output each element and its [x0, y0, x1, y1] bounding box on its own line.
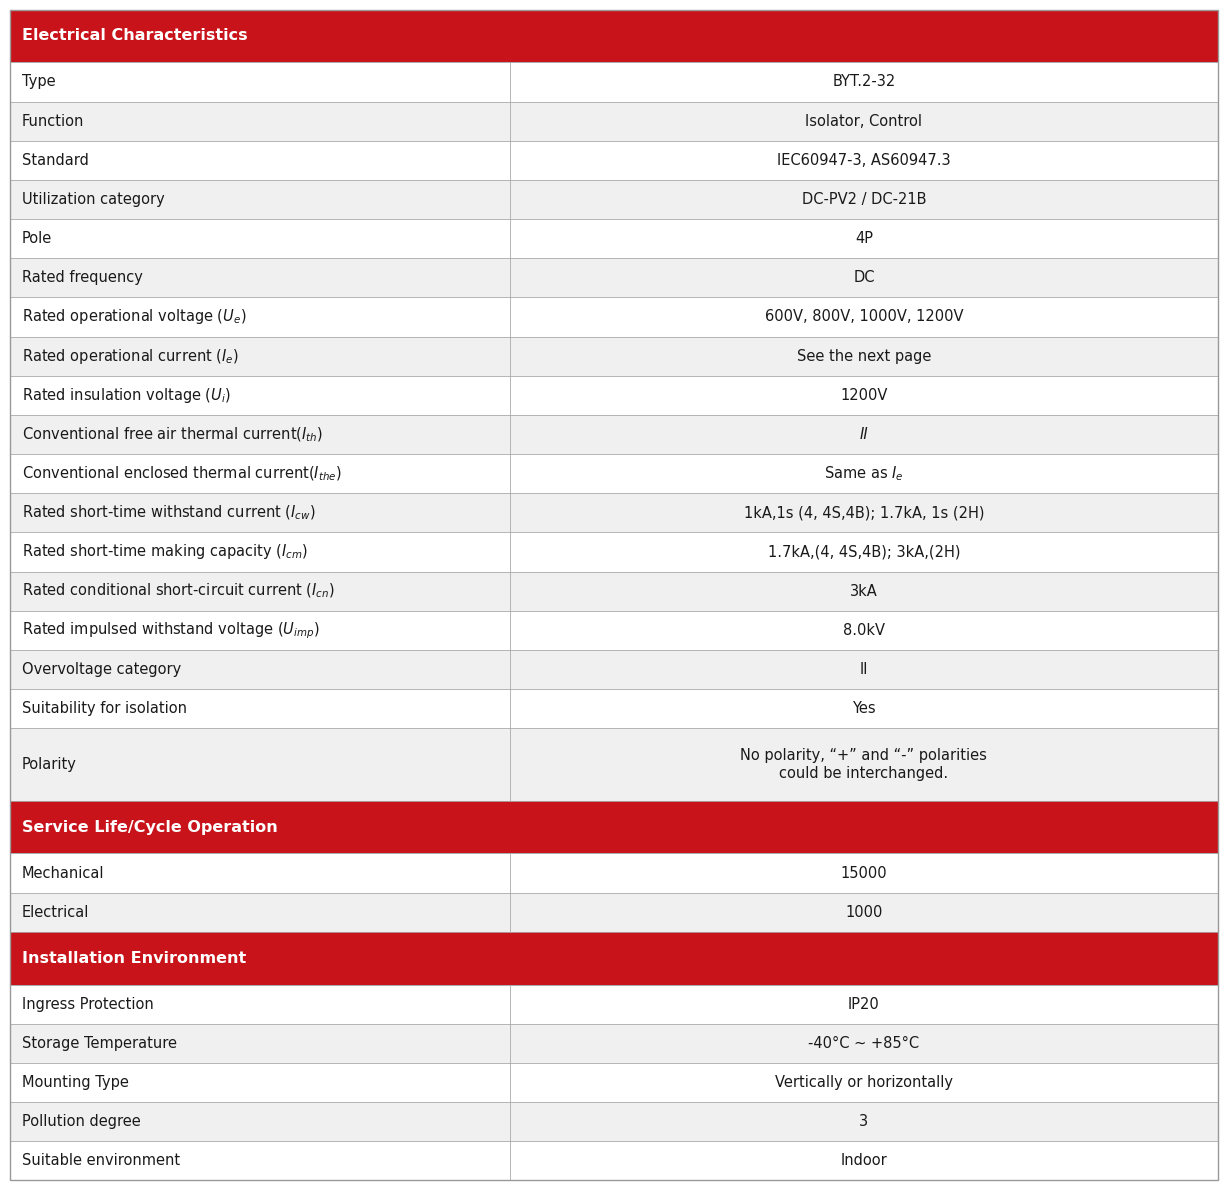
Bar	[10, 984, 1218, 1023]
Bar	[10, 1063, 1218, 1102]
Text: Indoor: Indoor	[840, 1153, 888, 1169]
Text: Vertically or horizontally: Vertically or horizontally	[775, 1075, 953, 1090]
Text: Type: Type	[22, 75, 55, 89]
Text: 3kA: 3kA	[850, 583, 878, 599]
Text: Suitability for isolation: Suitability for isolation	[22, 701, 187, 716]
Text: Rated short-time withstand current ($\mathit{I_{cw}}$): Rated short-time withstand current ($\ma…	[22, 503, 316, 522]
Text: 1200V: 1200V	[840, 388, 888, 402]
Text: Mechanical: Mechanical	[22, 865, 104, 881]
Text: Isolator, Control: Isolator, Control	[806, 113, 922, 129]
Text: Ingress Protection: Ingress Protection	[22, 997, 154, 1011]
Bar	[10, 10, 1218, 62]
Text: IEC60947-3, AS60947.3: IEC60947-3, AS60947.3	[777, 152, 950, 168]
Text: 1000: 1000	[845, 904, 883, 920]
Text: 8.0kV: 8.0kV	[842, 622, 885, 638]
Text: Pollution degree: Pollution degree	[22, 1114, 141, 1129]
Bar	[10, 376, 1218, 415]
Text: 1.7kA,(4, 4S,4B); 3kA,(2H): 1.7kA,(4, 4S,4B); 3kA,(2H)	[768, 544, 960, 559]
Bar	[10, 650, 1218, 689]
Text: Rated frequency: Rated frequency	[22, 270, 142, 286]
Text: IP20: IP20	[849, 997, 879, 1011]
Bar	[10, 689, 1218, 728]
Bar	[10, 1023, 1218, 1063]
Bar	[10, 493, 1218, 532]
Text: Polarity: Polarity	[22, 757, 77, 772]
Bar	[10, 101, 1218, 140]
Text: Electrical: Electrical	[22, 904, 90, 920]
Bar	[10, 455, 1218, 493]
Bar	[10, 932, 1218, 984]
Text: 15000: 15000	[841, 865, 887, 881]
Bar	[10, 853, 1218, 892]
Bar	[10, 180, 1218, 219]
Bar	[10, 892, 1218, 932]
Bar	[10, 571, 1218, 610]
Bar	[10, 1102, 1218, 1141]
Text: Rated short-time making capacity ($\mathit{I_{cm}}$): Rated short-time making capacity ($\math…	[22, 543, 308, 562]
Text: Overvoltage category: Overvoltage category	[22, 662, 182, 677]
Bar	[10, 1141, 1218, 1180]
Bar	[10, 415, 1218, 455]
Text: Standard: Standard	[22, 152, 88, 168]
Text: BYT.2-32: BYT.2-32	[833, 75, 895, 89]
Text: II: II	[860, 427, 868, 441]
Bar	[10, 219, 1218, 258]
Text: Installation Environment: Installation Environment	[22, 951, 247, 966]
Text: -40°C ~ +85°C: -40°C ~ +85°C	[808, 1036, 920, 1051]
Text: Same as $\mathit{I_e}$: Same as $\mathit{I_e}$	[824, 464, 904, 483]
Text: Conventional enclosed thermal current($\mathit{I_{the}}$): Conventional enclosed thermal current($\…	[22, 464, 341, 483]
Text: Function: Function	[22, 113, 85, 129]
Text: Storage Temperature: Storage Temperature	[22, 1036, 177, 1051]
Text: Utilization category: Utilization category	[22, 192, 165, 207]
Text: DC: DC	[853, 270, 874, 286]
Text: Rated impulsed withstand voltage ($\mathit{U_{imp}}$): Rated impulsed withstand voltage ($\math…	[22, 620, 319, 640]
Text: Rated conditional short-circuit current ($\mathit{I_{cn}}$): Rated conditional short-circuit current …	[22, 582, 335, 600]
Text: Rated operational current ($\mathit{I_e}$): Rated operational current ($\mathit{I_e}…	[22, 346, 239, 365]
Text: No polarity, “+” and “-” polarities
could be interchanged.: No polarity, “+” and “-” polarities coul…	[740, 749, 987, 781]
Text: Rated operational voltage ($\mathit{U_e}$): Rated operational voltage ($\mathit{U_e}…	[22, 307, 247, 326]
Text: 3: 3	[860, 1114, 868, 1129]
Text: See the next page: See the next page	[797, 349, 931, 364]
Text: 600V, 800V, 1000V, 1200V: 600V, 800V, 1000V, 1200V	[765, 309, 963, 325]
Bar	[10, 140, 1218, 180]
Text: Mounting Type: Mounting Type	[22, 1075, 129, 1090]
Bar	[10, 801, 1218, 853]
Text: II: II	[860, 662, 868, 677]
Bar	[10, 728, 1218, 801]
Text: Service Life/Cycle Operation: Service Life/Cycle Operation	[22, 820, 278, 834]
Text: Pole: Pole	[22, 231, 53, 246]
Text: 4P: 4P	[855, 231, 873, 246]
Bar	[10, 610, 1218, 650]
Bar	[10, 532, 1218, 571]
Bar	[10, 298, 1218, 337]
Text: Yes: Yes	[852, 701, 876, 716]
Bar	[10, 337, 1218, 376]
Text: Conventional free air thermal current($\mathit{I_{th}}$): Conventional free air thermal current($\…	[22, 425, 323, 444]
Text: 1kA,1s (4, 4S,4B); 1.7kA, 1s (2H): 1kA,1s (4, 4S,4B); 1.7kA, 1s (2H)	[744, 506, 984, 520]
Text: Rated insulation voltage ($\mathit{U_i}$): Rated insulation voltage ($\mathit{U_i}$…	[22, 386, 231, 405]
Text: DC-PV2 / DC-21B: DC-PV2 / DC-21B	[802, 192, 926, 207]
Text: Suitable environment: Suitable environment	[22, 1153, 181, 1169]
Text: Electrical Characteristics: Electrical Characteristics	[22, 29, 248, 44]
Bar	[10, 62, 1218, 101]
Bar	[10, 258, 1218, 298]
